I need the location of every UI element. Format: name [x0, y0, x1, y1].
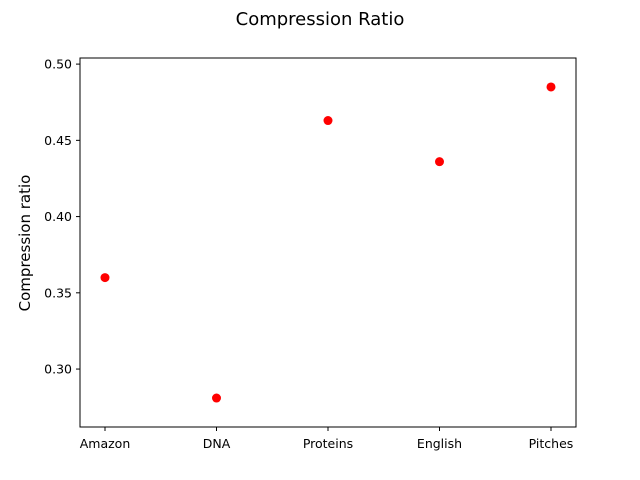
data-point — [212, 393, 221, 403]
x-tick-label: English — [417, 436, 462, 451]
y-axis: 0.30 0.35 0.40 0.45 0.50 — [44, 57, 80, 377]
y-tick-label: 0.45 — [44, 133, 72, 148]
data-points — [100, 82, 556, 403]
data-point — [100, 273, 110, 283]
x-tick-label: Proteins — [303, 436, 353, 451]
data-point — [546, 82, 556, 92]
x-tick-label: Amazon — [80, 436, 131, 451]
data-point — [435, 157, 444, 167]
y-tick-label: 0.35 — [44, 285, 72, 300]
y-tick-label: 0.50 — [44, 57, 72, 72]
y-tick-label: 0.30 — [44, 362, 72, 377]
x-tick-label: Pitches — [529, 436, 574, 451]
y-tick-label: 0.40 — [44, 209, 72, 224]
data-point — [323, 116, 333, 126]
x-tick-label: DNA — [203, 436, 231, 451]
x-axis: Amazon DNA Proteins English Pitches — [80, 427, 574, 451]
y-axis-label: Compression ratio — [16, 175, 34, 312]
chart-title: Compression Ratio — [236, 9, 405, 30]
